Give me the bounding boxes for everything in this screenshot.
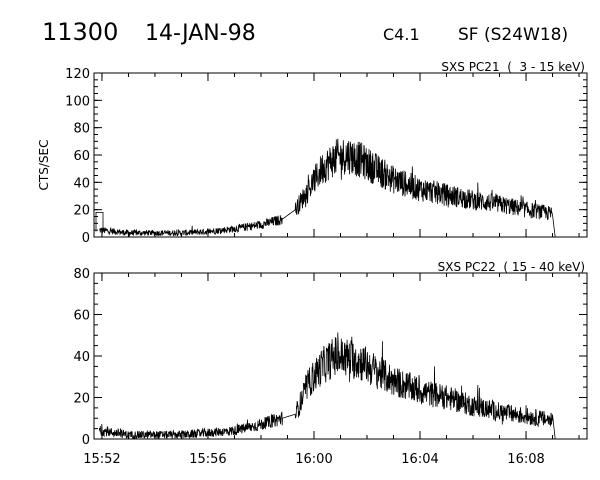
x-tick-label: 16:04 [401, 452, 438, 467]
y-tick-label: 20 [73, 204, 90, 219]
panel-pc22: 0 20 40 60 80 15:52 15:56 16:00 16:04 16:08 [73, 267, 588, 467]
y-tick-label: 60 [73, 149, 90, 164]
y-tick-label: 0 [82, 231, 90, 246]
y-tick-label: 80 [73, 122, 90, 137]
flare-info: SF (S24W18) [458, 25, 568, 45]
panel-pc22-title: SXS PC22 ( 15 - 40 keV) [438, 260, 585, 274]
x-tick-label: 16:00 [295, 452, 332, 467]
panel-pc21-title: SXS PC21 ( 3 - 15 keV) [441, 60, 585, 74]
y-tick-label: 40 [73, 176, 90, 191]
series-line [99, 138, 556, 238]
x-tick-label: 15:56 [189, 452, 226, 467]
event-id: 11300 [42, 18, 118, 46]
y-axis-label: CTS/SEC [37, 140, 51, 191]
x-tick-label: 15:52 [83, 452, 120, 467]
series-line [98, 332, 556, 440]
y-tick-label: 100 [65, 94, 90, 109]
y-tick-label: 40 [73, 350, 90, 365]
y-tick-label: 80 [73, 267, 90, 282]
y-tick-label: 0 [82, 433, 90, 448]
x-tick-label: 16:08 [507, 452, 544, 467]
y-tick-label: 60 [73, 309, 90, 324]
y-tick-label: 20 [73, 392, 90, 407]
goes-class: C4.1 [383, 25, 420, 44]
y-tick-label: 120 [65, 67, 90, 82]
panel-pc21: 0 20 40 60 80 100 120 [65, 67, 588, 246]
start-marker [95, 212, 104, 232]
event-date: 14-JAN-98 [145, 21, 256, 46]
